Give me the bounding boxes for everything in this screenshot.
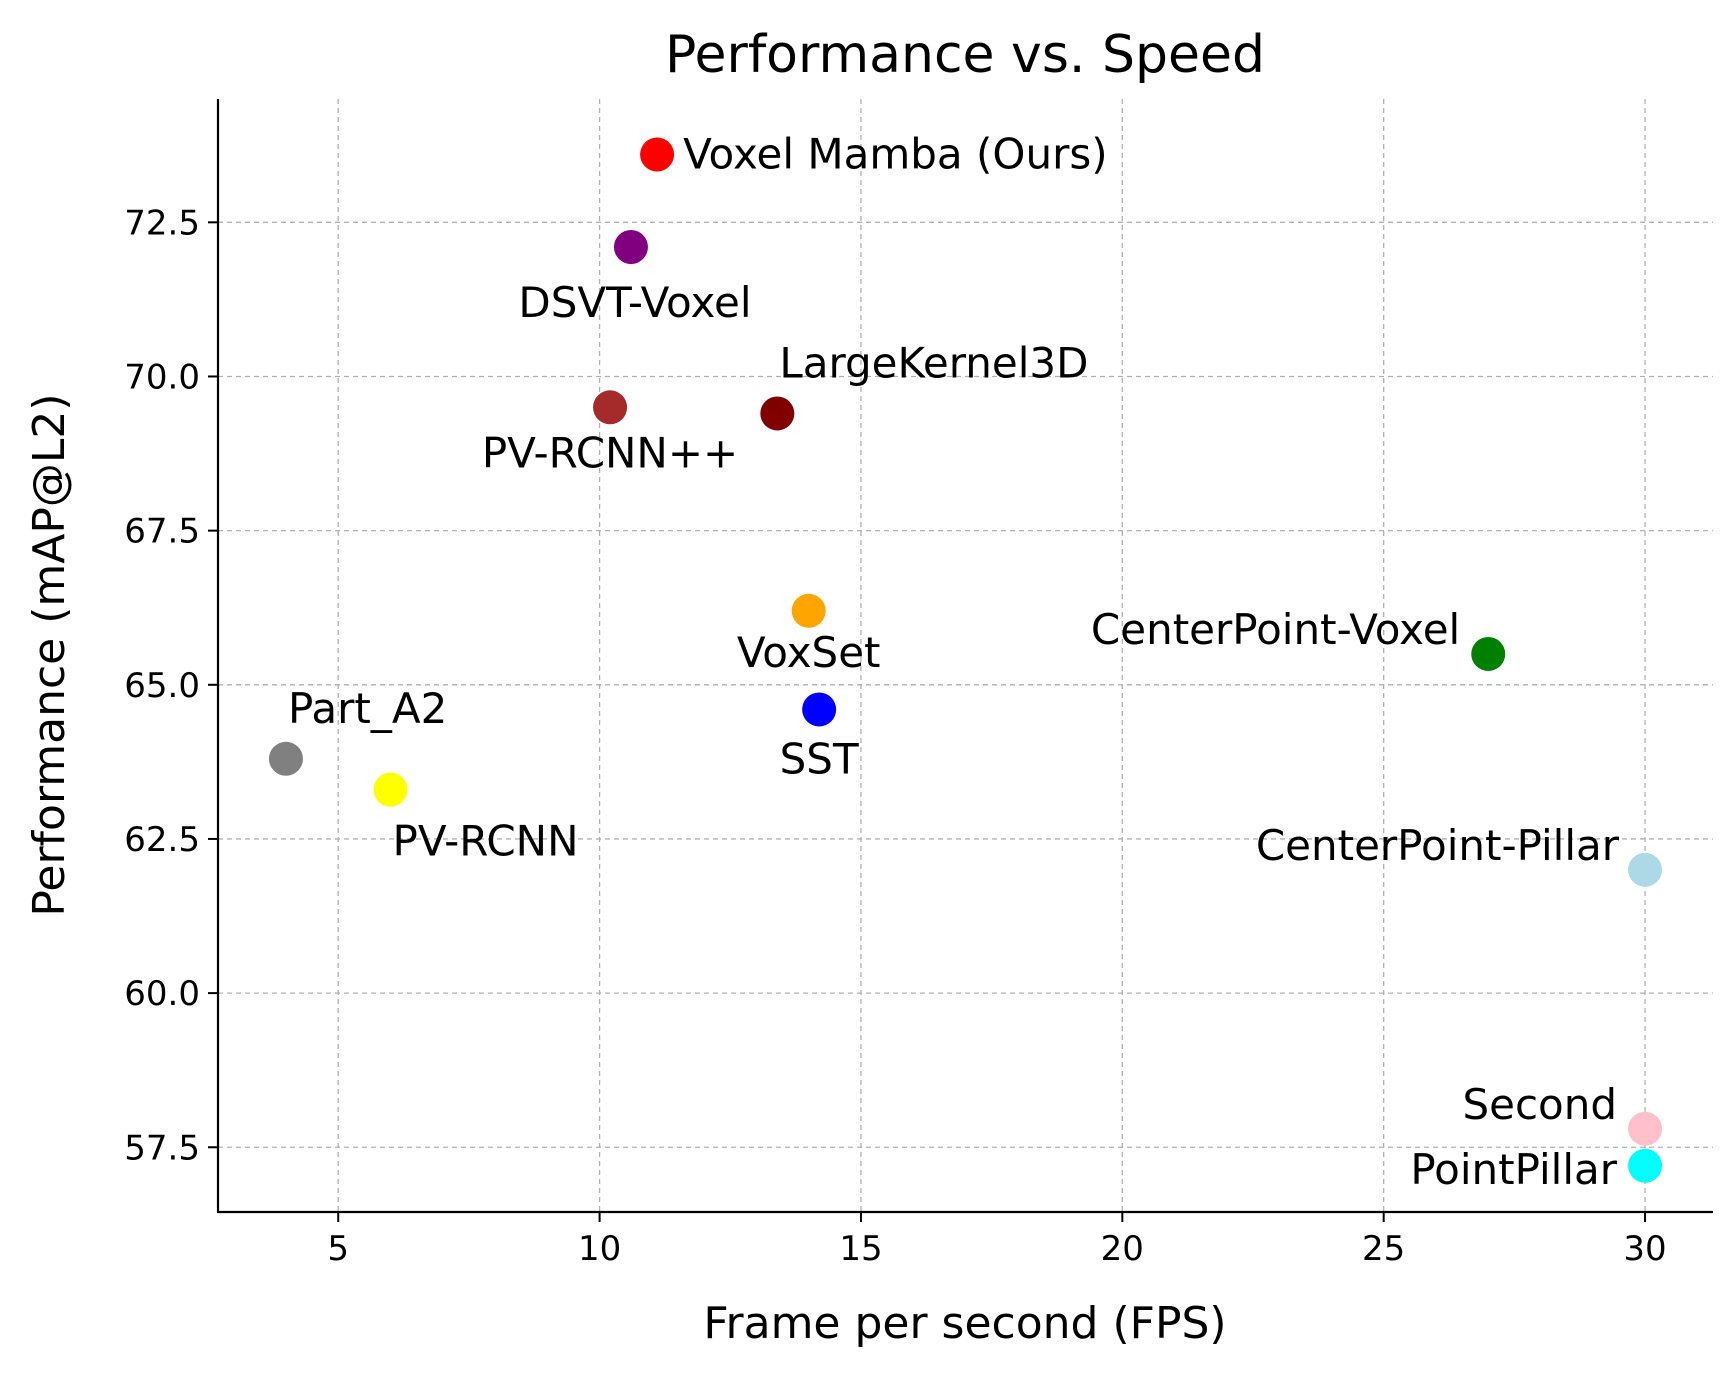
data-points (268, 137, 1663, 1183)
point-voxel-mamba-ours (640, 137, 675, 172)
label-voxset: VoxSet (737, 628, 881, 677)
label-voxel-mamba-ours: Voxel Mamba (Ours) (683, 129, 1108, 178)
point-largekernel3d (760, 396, 795, 431)
point-centerpoint-voxel (1471, 636, 1506, 671)
y-tick-label: 65.0 (124, 666, 200, 706)
point-pv-rcnn (593, 390, 628, 425)
label-centerpoint-voxel: CenterPoint-Voxel (1091, 605, 1460, 654)
axes (216, 99, 1713, 1214)
label-pointpillar: PointPillar (1410, 1145, 1617, 1194)
ticks: 5 10 15 20 25 30 57.5 60.0 62.5 65.0 67.5 70.0 72.5 (124, 203, 1666, 1269)
label-pv-rcnn: PV-RCNN++ (482, 428, 738, 477)
label-centerpoint-pillar: CenterPoint-Pillar (1256, 821, 1620, 870)
y-tick-label: 67.5 (124, 512, 200, 552)
x-axis-label: Frame per second (FPS) (703, 1298, 1226, 1349)
x-tick-label: 20 (1101, 1229, 1144, 1269)
label-sst: SST (780, 734, 859, 783)
point-part-a2 (268, 741, 303, 776)
y-axis-label: Performance (mAP@L2) (24, 393, 75, 916)
label-second: Second (1462, 1080, 1617, 1129)
point-voxset (791, 593, 826, 628)
point-labels: Voxel Mamba (Ours) DSVT-Voxel PV-RCNN++ Lar… (288, 129, 1620, 1193)
point-pv-rcnn (373, 772, 408, 807)
grid (218, 99, 1713, 1212)
y-tick-label: 62.5 (124, 820, 200, 860)
label-largekernel3d: LargeKernel3D (779, 338, 1088, 387)
label-part-a2: Part_A2 (288, 684, 447, 733)
point-pointpillar (1628, 1148, 1663, 1183)
y-tick-label: 57.5 (124, 1128, 200, 1168)
chart-title: Performance vs. Speed (665, 25, 1265, 85)
x-tick-label: 25 (1362, 1229, 1405, 1269)
point-dsvt-voxel (613, 229, 648, 264)
x-tick-label: 10 (578, 1229, 621, 1269)
label-pv-rcnn: PV-RCNN (393, 817, 579, 866)
point-second (1628, 1111, 1663, 1146)
point-sst (802, 692, 837, 727)
x-tick-label: 5 (327, 1229, 349, 1269)
x-tick-label: 30 (1623, 1229, 1666, 1269)
point-centerpoint-pillar (1628, 852, 1663, 887)
y-tick-label: 60.0 (124, 974, 200, 1014)
label-dsvt-voxel: DSVT-Voxel (518, 278, 751, 327)
y-tick-label: 72.5 (124, 203, 200, 243)
y-tick-label: 70.0 (124, 357, 200, 397)
x-tick-label: 15 (839, 1229, 882, 1269)
